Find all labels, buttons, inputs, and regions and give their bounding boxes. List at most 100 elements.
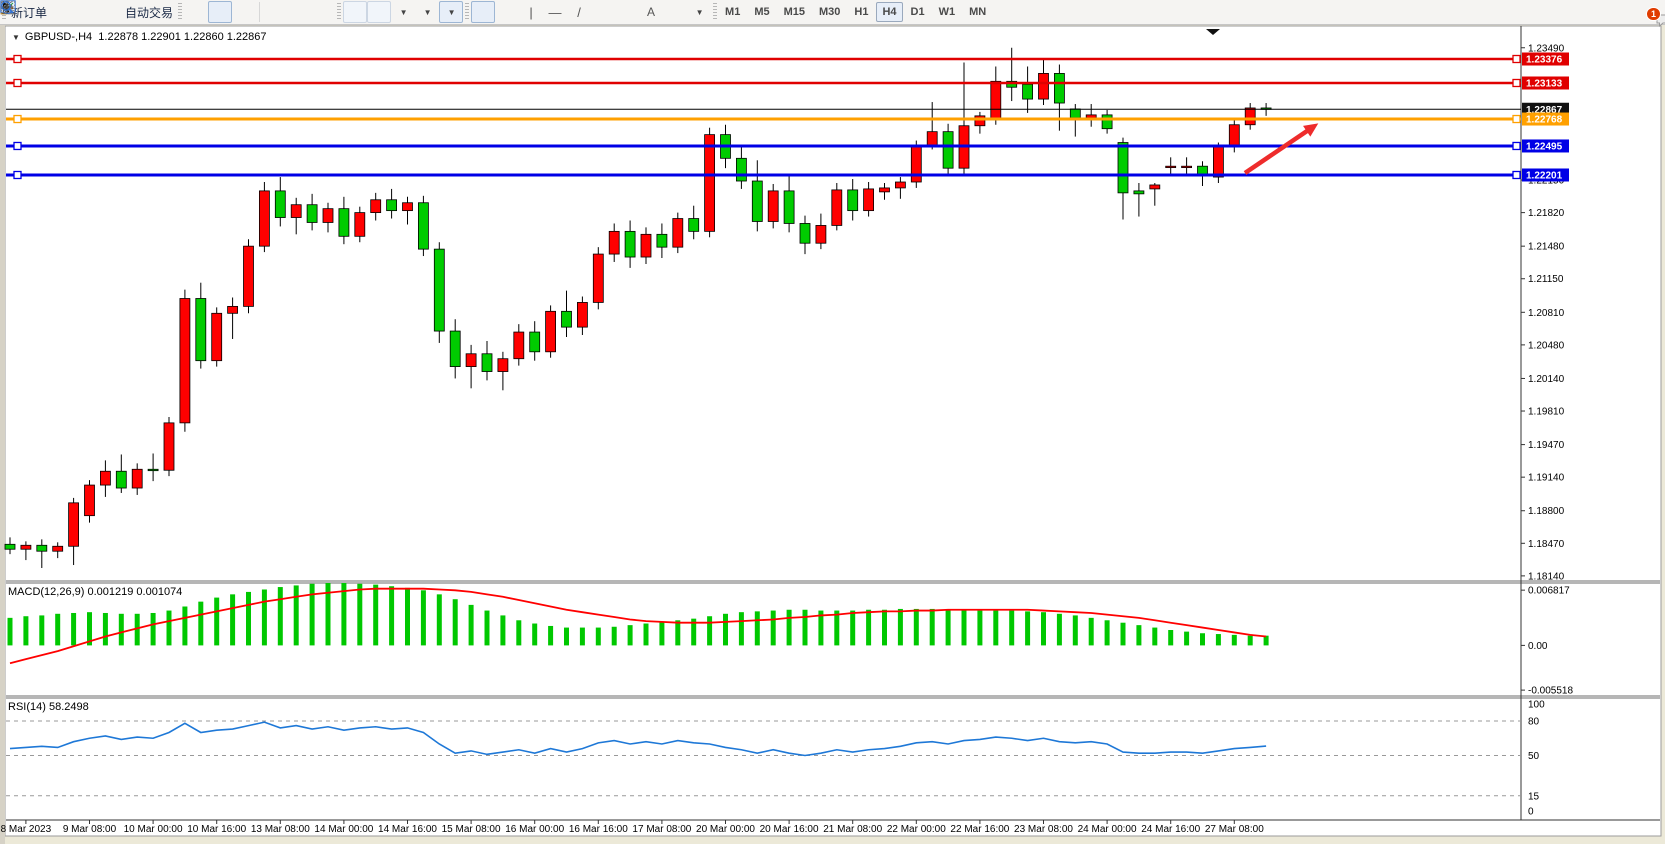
indicators-button[interactable]: ▼	[0, 0, 415, 23]
svg-text:27 Mar 08:00: 27 Mar 08:00	[1205, 824, 1264, 835]
templates-button[interactable]: ▼	[0, 0, 464, 23]
svg-text:16 Mar 16:00: 16 Mar 16:00	[569, 824, 628, 835]
svg-text:16 Mar 00:00: 16 Mar 00:00	[505, 824, 564, 835]
timeframe-h1-button[interactable]: H1	[848, 2, 874, 22]
vertical-line-tool-button[interactable]: |	[519, 1, 543, 23]
candle	[672, 218, 684, 248]
periods-button[interactable]: ▼	[0, 0, 439, 23]
candlestick-chart-type-button[interactable]	[1, 1, 233, 23]
candle	[831, 189, 843, 226]
candle	[52, 545, 64, 552]
chart-shift-button[interactable]	[1, 1, 392, 23]
candle	[243, 245, 254, 307]
line-handle[interactable]	[1512, 78, 1521, 88]
timeframe-mn-button[interactable]: MN	[963, 2, 992, 22]
text-label-tool-button[interactable]: T	[1, 1, 687, 23]
candle	[68, 502, 79, 547]
toolbar-grip[interactable]	[465, 3, 470, 21]
svg-text:1.20810: 1.20810	[1528, 308, 1565, 319]
line-handle[interactable]	[1512, 114, 1521, 124]
chart-title[interactable]: ▼ GBPUSD-,H4 1.22878 1.22901 1.22860 1.22…	[12, 31, 267, 43]
toolbar-grip[interactable]	[178, 3, 183, 21]
candlestick-series	[4, 47, 1272, 568]
search-icon	[1, 1, 14, 14]
bar-chart-type-button[interactable]	[1, 1, 208, 23]
crosshair-button[interactable]	[0, 0, 519, 23]
svg-text:1.22201: 1.22201	[1526, 170, 1563, 181]
trendline-tool-button[interactable]: /	[567, 1, 591, 23]
svg-text:80: 80	[1528, 717, 1540, 728]
community-button[interactable]	[0, 1, 98, 23]
svg-text:0.00: 0.00	[1528, 641, 1548, 652]
candle	[465, 353, 477, 368]
candle	[386, 199, 398, 212]
search-button[interactable]	[1, 1, 1655, 23]
toolbar-grip[interactable]	[337, 3, 342, 21]
candle	[767, 190, 779, 222]
candle	[20, 544, 32, 550]
line-handle[interactable]	[13, 114, 22, 124]
timeframe-d1-button[interactable]: D1	[905, 2, 931, 22]
horizontal-line-tool-button[interactable]: —	[543, 1, 567, 23]
timeframe-w1-button[interactable]: W1	[933, 2, 962, 22]
svg-text:1.20480: 1.20480	[1528, 340, 1565, 351]
line-chart-type-button[interactable]	[0, 1, 256, 23]
macd-indicator-label: MACD(12,26,9) 0.001219 0.001074	[8, 586, 182, 598]
price-badge	[1522, 52, 1569, 66]
candle	[815, 225, 827, 244]
channel-tool-button[interactable]: E	[1, 1, 615, 23]
candle	[1165, 165, 1177, 169]
svg-text:0.006817: 0.006817	[1528, 586, 1570, 597]
auto-scroll-button[interactable]	[1, 1, 368, 23]
fibonacci-tool-button[interactable]: F	[1, 1, 639, 23]
svg-text:1.18470: 1.18470	[1528, 539, 1565, 550]
candle	[1069, 108, 1081, 119]
zoom-in-button[interactable]	[0, 0, 287, 23]
candle	[910, 145, 922, 183]
candle	[354, 212, 366, 237]
timeframe-m30-button[interactable]: M30	[813, 2, 846, 22]
chart-shift-marker-icon[interactable]	[1206, 29, 1220, 35]
line-handle[interactable]	[13, 141, 22, 151]
toolbar-separator	[259, 2, 261, 22]
auto-trading-button[interactable]: 自动交易	[0, 1, 176, 23]
macd-axis: 0.006817 0.00 -0.005518	[1521, 586, 1573, 697]
signal-button[interactable]	[1, 1, 122, 23]
cursor-button[interactable]	[3, 1, 496, 23]
tile-windows-button[interactable]	[0, 0, 335, 23]
line-handle[interactable]	[1512, 141, 1521, 151]
time-axis: 8 Mar 2023 9 Mar 08:00 10 Mar 00:00 10 Mar …	[1, 820, 1264, 835]
trend-arrow[interactable]	[1243, 127, 1312, 175]
candle	[1117, 142, 1129, 194]
timeframe-h4-button[interactable]: H4	[876, 2, 903, 22]
candle	[36, 544, 48, 552]
auto-trading-label: 自动交易	[125, 5, 174, 20]
svg-text:1.18800: 1.18800	[1528, 506, 1565, 517]
chevron-down-icon: ▼	[695, 7, 704, 17]
candle	[688, 218, 700, 232]
candle	[1181, 165, 1192, 169]
candle	[1244, 107, 1256, 126]
line-handle[interactable]	[1512, 170, 1521, 180]
svg-text:24 Mar 16:00: 24 Mar 16:00	[1141, 824, 1200, 835]
timeframe-m5-button[interactable]: M5	[748, 2, 775, 22]
svg-text:10 Mar 00:00: 10 Mar 00:00	[124, 824, 183, 835]
candle	[1022, 83, 1033, 100]
line-handle[interactable]	[13, 170, 22, 180]
rsi-name: RSI(14)	[8, 701, 46, 713]
trend-arrow-head[interactable]	[1303, 123, 1319, 137]
svg-text:22 Mar 00:00: 22 Mar 00:00	[887, 824, 946, 835]
svg-text:F: F	[11, 9, 15, 14]
zoom-out-button[interactable]	[0, 0, 311, 23]
timeframe-m15-button[interactable]: M15	[778, 2, 811, 22]
line-handle[interactable]	[1512, 54, 1521, 64]
market-depth-button[interactable]	[1, 0, 74, 23]
arrows-tool-button[interactable]: ▼	[2, 1, 711, 23]
text-tool-button[interactable]: A	[639, 1, 663, 23]
toolbar-grip[interactable]	[713, 3, 718, 21]
candle	[290, 204, 302, 218]
timeframe-m1-button[interactable]: M1	[719, 2, 746, 22]
line-handle[interactable]	[13, 78, 22, 88]
line-handle[interactable]	[13, 54, 22, 64]
